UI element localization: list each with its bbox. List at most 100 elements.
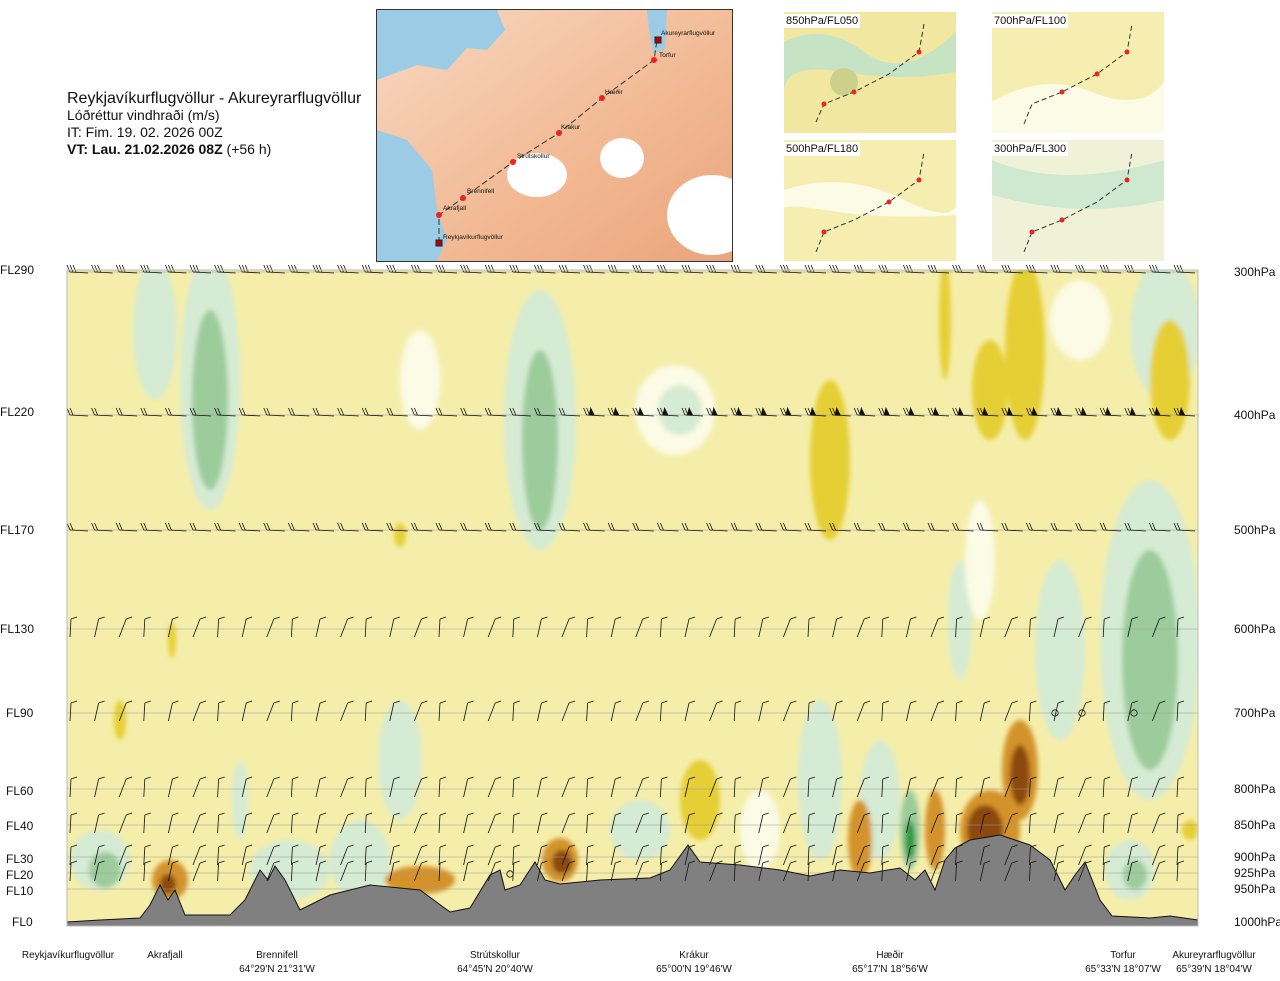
wind-barb <box>807 860 816 882</box>
wind-barb <box>1127 860 1138 882</box>
wind-barb <box>829 264 851 274</box>
calm-wind-marker <box>506 870 514 878</box>
wind-barb <box>140 522 162 532</box>
wind-barb <box>1075 522 1097 532</box>
wind-barb <box>94 776 105 798</box>
wind-barb <box>140 407 162 417</box>
wind-barb <box>586 844 594 866</box>
map-label-haedir: Hæðir <box>605 88 624 96</box>
wind-barb <box>1152 860 1166 882</box>
wind-barb <box>733 616 742 638</box>
fl-label-fl20: FL20 <box>6 868 34 882</box>
wind-barb <box>1078 776 1092 798</box>
wind-barb <box>733 860 742 882</box>
wind-barb <box>115 407 138 417</box>
velocity-cell-strong_up <box>192 310 228 490</box>
wind-barb <box>607 522 630 532</box>
wind-barb <box>709 776 723 798</box>
wind-barb <box>979 844 991 866</box>
wind-barb <box>979 700 991 722</box>
wind-barb <box>118 776 133 798</box>
wind-barb <box>1176 812 1185 834</box>
wind-barb <box>903 522 925 532</box>
wind-barb <box>361 407 384 417</box>
panel-500-label: 500hPa/FL180 <box>784 142 861 156</box>
wind-barb <box>168 860 179 882</box>
wind-barb <box>487 844 502 866</box>
wind-barb <box>364 812 373 834</box>
wind-barb <box>755 407 777 417</box>
wind-barb <box>217 616 225 638</box>
wind-barb <box>484 407 507 417</box>
station-coord: 64°29'N 21°31'W <box>239 964 315 975</box>
wind-barb <box>1029 700 1037 722</box>
marker-krakur <box>556 130 562 136</box>
wind-barb <box>832 700 843 722</box>
velocity-cell-down <box>925 790 945 870</box>
calm-wind-marker <box>1130 709 1138 717</box>
velocity-cell-up <box>133 270 177 400</box>
pressure-label-900hpa: 900hPa <box>1234 850 1276 864</box>
wind-barb <box>906 616 917 638</box>
velocity-cell-down <box>960 790 1020 870</box>
wind-barb <box>832 812 843 834</box>
wind-barb <box>312 264 335 274</box>
wind-barb <box>807 776 816 798</box>
station-5: Hæðir 65°17'N 18°56'W <box>830 949 950 977</box>
pressure-label-600hpa: 600hPa <box>1234 622 1276 636</box>
calm-wind-marker <box>1078 709 1086 717</box>
wind-barb <box>361 522 384 532</box>
station-1: Akrafjall <box>105 949 225 963</box>
station-name: Hæðir <box>876 950 904 961</box>
wind-barb <box>780 522 802 532</box>
wind-barb <box>709 616 723 638</box>
wind-barb <box>930 844 945 866</box>
wind-barb <box>537 860 548 882</box>
wind-barb <box>288 522 310 532</box>
wind-barb <box>66 264 89 274</box>
wind-barb <box>140 264 162 274</box>
wind-barb <box>1053 776 1065 798</box>
station-name: Akrafjall <box>147 950 183 961</box>
velocity-cell-strong_down <box>1010 745 1030 805</box>
wind-barb <box>1026 264 1048 274</box>
wind-barb <box>537 812 548 834</box>
fl-label-fl130: FL130 <box>0 622 35 636</box>
wind-barb <box>168 812 179 834</box>
wind-barb <box>1004 700 1018 722</box>
wind-barb <box>315 700 327 722</box>
wind-barb <box>758 616 769 638</box>
wind-barb <box>364 616 373 638</box>
wind-barb <box>610 616 622 638</box>
wind-barb <box>1152 776 1166 798</box>
wind-barb <box>979 776 991 798</box>
wind-barb <box>1102 776 1111 798</box>
wind-barb <box>389 812 400 834</box>
wind-barb <box>684 844 696 866</box>
wind-barb <box>1078 844 1092 866</box>
wind-barb <box>1127 776 1138 798</box>
wind-barb <box>955 860 963 882</box>
wind-barb <box>340 812 354 834</box>
station-0: Reykjavíkurflugvöllur <box>8 949 128 963</box>
wind-barb <box>607 407 630 417</box>
wind-barb <box>291 812 299 834</box>
wind-barb <box>681 264 704 274</box>
wind-barb <box>512 776 520 798</box>
wind-barb <box>881 860 889 882</box>
wind-barb <box>315 616 327 638</box>
wind-barb <box>1176 700 1185 722</box>
wind-barb <box>263 522 285 532</box>
wind-barb <box>1050 522 1073 532</box>
wind-barb <box>706 407 728 417</box>
wind-barb <box>586 776 594 798</box>
wind-barb <box>1053 844 1065 866</box>
wind-barb <box>217 776 225 798</box>
glacier-1 <box>507 153 567 197</box>
wind-barb <box>94 700 105 722</box>
station-name: Torfur <box>1110 950 1136 961</box>
wind-barb <box>1050 407 1073 417</box>
station-3: Strútskollur 64°45'N 20°40'W <box>435 949 555 977</box>
wind-barb <box>684 776 696 798</box>
station-coord: 65°00'N 19°46'W <box>656 964 732 975</box>
